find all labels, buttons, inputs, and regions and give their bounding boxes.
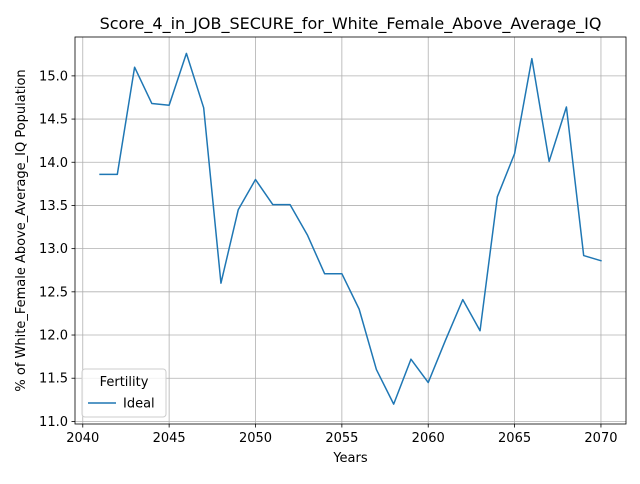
y-tick-label: 14.0 [39, 156, 68, 171]
x-tick-label: 2040 [66, 431, 99, 446]
legend-label-ideal: Ideal [123, 397, 155, 412]
plot-area [75, 37, 626, 424]
x-axis-label: Years [332, 451, 368, 466]
series-line-ideal [99, 52, 602, 405]
legend-title: Fertility [100, 375, 149, 390]
y-tick-label: 14.5 [39, 113, 68, 128]
x-tick-label: 2050 [239, 431, 272, 446]
y-tick-label: 13.0 [39, 242, 68, 257]
chart-title: Score_4_in_JOB_SECURE_for_White_Female_A… [100, 14, 602, 34]
y-axis-label: % of White_Female Above_Average_IQ Popul… [14, 69, 29, 391]
x-tick-label: 2055 [325, 431, 358, 446]
legend-box [81, 368, 167, 418]
plot-frame [74, 36, 627, 425]
y-tick-label: 11.5 [39, 372, 68, 387]
y-tick-label: 12.0 [39, 329, 68, 344]
x-tick-label: 2070 [584, 431, 617, 446]
x-tick-label: 2060 [412, 431, 445, 446]
x-tick-label: 2045 [153, 431, 186, 446]
y-tick-label: 12.5 [39, 285, 68, 300]
x-tick-label: 2065 [498, 431, 531, 446]
legend: Fertility Ideal [81, 368, 167, 418]
axis-ticks: 2040 2045 2050 2055 2060 2065 2070 11.0 11.5 12.0… [39, 69, 617, 446]
series-layer [99, 52, 602, 405]
y-tick-label: 15.0 [39, 69, 68, 84]
y-tick-label: 11.0 [39, 415, 68, 430]
y-tick-label: 13.5 [39, 199, 68, 214]
